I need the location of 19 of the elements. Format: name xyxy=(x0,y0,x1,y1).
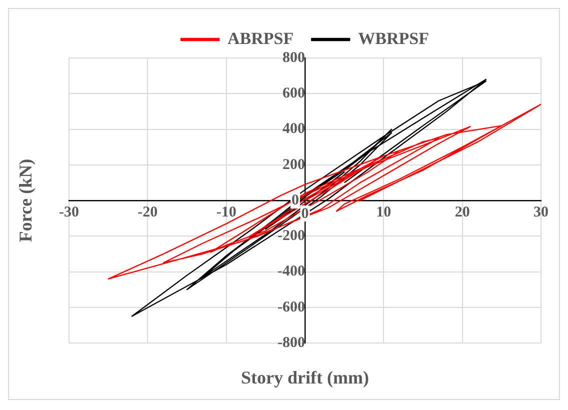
y-tick-label: -400 xyxy=(278,264,305,280)
y-tick-label: 400 xyxy=(282,121,305,138)
y-tick-label: -200 xyxy=(278,228,305,244)
y-tick-label: 600 xyxy=(282,86,305,102)
x-axis-title: Story drift (mm) xyxy=(241,368,369,388)
legend-label: ABRPSF xyxy=(228,28,294,48)
x-tick-label: 10 xyxy=(376,204,392,220)
x-tick-label: 30 xyxy=(534,204,548,220)
y-axis-title: Force (kN) xyxy=(16,158,36,242)
y-tick-label: -600 xyxy=(278,299,305,316)
x-tick-label: 20 xyxy=(454,204,470,220)
x-tick-label: -20 xyxy=(138,204,158,220)
y-tick-label: -800 xyxy=(278,334,305,351)
legend-label: WBRPSF xyxy=(358,28,429,48)
x-tick-label: -10 xyxy=(216,204,236,220)
y-tick-label: 800 xyxy=(282,50,305,66)
y-tick-label: 0 xyxy=(292,192,299,208)
x-tick-label: -30 xyxy=(59,204,79,220)
y-tick-label: 200 xyxy=(282,156,305,173)
